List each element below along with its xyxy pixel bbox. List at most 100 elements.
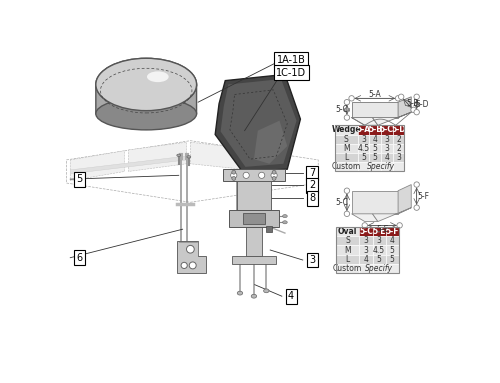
- Circle shape: [344, 188, 350, 193]
- Polygon shape: [237, 182, 254, 216]
- FancyBboxPatch shape: [386, 236, 399, 246]
- Text: 5-D: 5-D: [416, 100, 429, 109]
- Text: 2: 2: [309, 180, 315, 190]
- FancyBboxPatch shape: [381, 162, 392, 172]
- FancyBboxPatch shape: [223, 169, 285, 182]
- Ellipse shape: [147, 71, 169, 82]
- FancyBboxPatch shape: [386, 227, 399, 236]
- FancyBboxPatch shape: [358, 144, 370, 153]
- Text: 1C-1D: 1C-1D: [276, 68, 306, 78]
- FancyBboxPatch shape: [358, 162, 370, 172]
- Circle shape: [271, 172, 277, 178]
- Text: 3: 3: [396, 153, 401, 162]
- Circle shape: [272, 177, 276, 180]
- Polygon shape: [215, 74, 300, 172]
- FancyBboxPatch shape: [243, 213, 265, 224]
- Polygon shape: [237, 182, 271, 210]
- Circle shape: [411, 107, 416, 113]
- Text: Specify: Specify: [365, 264, 393, 273]
- Ellipse shape: [96, 58, 196, 111]
- Text: 5-C: 5-C: [335, 105, 348, 115]
- Text: 5-B: 5-B: [406, 99, 419, 108]
- Circle shape: [362, 223, 368, 228]
- FancyBboxPatch shape: [360, 255, 372, 264]
- FancyBboxPatch shape: [358, 134, 370, 144]
- Text: 5-D: 5-D: [391, 125, 406, 134]
- Circle shape: [396, 96, 401, 101]
- FancyBboxPatch shape: [372, 246, 386, 255]
- Text: Custom: Custom: [333, 264, 362, 273]
- FancyBboxPatch shape: [336, 255, 359, 264]
- Text: 4: 4: [373, 135, 378, 144]
- Text: 5-A: 5-A: [368, 90, 381, 99]
- Polygon shape: [254, 182, 271, 216]
- Circle shape: [243, 172, 250, 178]
- Polygon shape: [190, 142, 264, 172]
- FancyBboxPatch shape: [334, 153, 358, 162]
- FancyBboxPatch shape: [392, 162, 404, 172]
- Text: 5-A: 5-A: [356, 125, 370, 134]
- Text: 4: 4: [390, 236, 394, 245]
- Text: 5: 5: [76, 174, 82, 184]
- Circle shape: [232, 177, 235, 180]
- FancyBboxPatch shape: [372, 227, 386, 236]
- FancyBboxPatch shape: [372, 236, 386, 246]
- FancyBboxPatch shape: [370, 153, 381, 162]
- FancyBboxPatch shape: [386, 255, 399, 264]
- Text: 5: 5: [390, 255, 394, 264]
- Circle shape: [349, 96, 354, 101]
- FancyBboxPatch shape: [336, 236, 359, 246]
- Text: 3: 3: [376, 236, 382, 245]
- Polygon shape: [96, 85, 196, 129]
- FancyBboxPatch shape: [232, 256, 276, 264]
- Circle shape: [189, 262, 196, 269]
- FancyBboxPatch shape: [360, 236, 372, 246]
- FancyBboxPatch shape: [386, 264, 399, 273]
- Text: L: L: [344, 153, 348, 162]
- FancyBboxPatch shape: [336, 227, 359, 236]
- FancyBboxPatch shape: [360, 246, 372, 255]
- FancyBboxPatch shape: [334, 162, 358, 172]
- Polygon shape: [352, 118, 378, 125]
- Text: 5: 5: [361, 153, 366, 162]
- Text: 5: 5: [376, 255, 382, 264]
- Circle shape: [272, 170, 276, 174]
- Polygon shape: [372, 208, 411, 221]
- Polygon shape: [70, 151, 124, 181]
- FancyBboxPatch shape: [370, 125, 381, 134]
- FancyBboxPatch shape: [381, 144, 392, 153]
- FancyBboxPatch shape: [370, 134, 381, 144]
- Circle shape: [397, 223, 402, 228]
- FancyBboxPatch shape: [358, 125, 370, 134]
- FancyBboxPatch shape: [372, 264, 386, 273]
- FancyBboxPatch shape: [334, 144, 358, 153]
- Polygon shape: [398, 97, 411, 118]
- Text: S: S: [346, 236, 350, 245]
- Circle shape: [414, 182, 420, 187]
- Text: L: L: [346, 255, 350, 264]
- Text: 5: 5: [373, 144, 378, 153]
- Circle shape: [186, 246, 194, 253]
- Text: 2: 2: [396, 144, 401, 153]
- Text: 2: 2: [396, 135, 401, 144]
- Text: S: S: [344, 135, 348, 144]
- Polygon shape: [398, 185, 411, 214]
- Text: 5-E: 5-E: [376, 226, 388, 234]
- FancyBboxPatch shape: [386, 246, 399, 255]
- Text: 4: 4: [288, 291, 294, 301]
- Circle shape: [230, 172, 237, 178]
- FancyBboxPatch shape: [381, 134, 392, 144]
- Ellipse shape: [282, 221, 287, 224]
- Circle shape: [398, 94, 404, 100]
- FancyBboxPatch shape: [336, 246, 359, 255]
- Polygon shape: [177, 241, 206, 273]
- Polygon shape: [70, 156, 186, 174]
- Polygon shape: [128, 142, 186, 172]
- FancyBboxPatch shape: [392, 153, 404, 162]
- Circle shape: [344, 211, 350, 216]
- Circle shape: [344, 115, 350, 120]
- Ellipse shape: [187, 155, 191, 158]
- Text: 3: 3: [384, 135, 390, 144]
- Ellipse shape: [282, 214, 287, 218]
- Polygon shape: [352, 102, 398, 118]
